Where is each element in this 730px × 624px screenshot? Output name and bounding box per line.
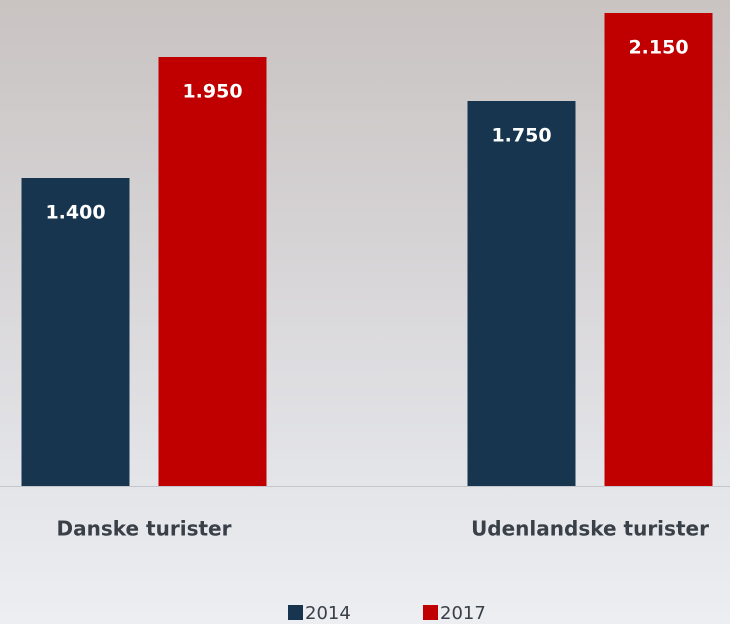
bar xyxy=(22,178,130,486)
legend-label: 2014 xyxy=(305,603,351,624)
chart: Danske turister 1.400 1.950 Udenlandske tur… xyxy=(0,0,730,624)
value-label: 1.950 xyxy=(182,81,242,103)
value-label: 2.150 xyxy=(628,37,688,59)
legend-swatch xyxy=(423,605,438,620)
bar xyxy=(605,13,713,486)
bar xyxy=(468,101,576,486)
value-label: 1.750 xyxy=(491,125,551,147)
x-tick-label: Danske turister xyxy=(57,517,232,541)
bar xyxy=(159,57,267,486)
x-tick-label: Udenlandske turister xyxy=(471,517,709,541)
legend-label: 2017 xyxy=(440,603,486,624)
value-label: 1.400 xyxy=(45,202,105,224)
legend-swatch xyxy=(288,605,303,620)
